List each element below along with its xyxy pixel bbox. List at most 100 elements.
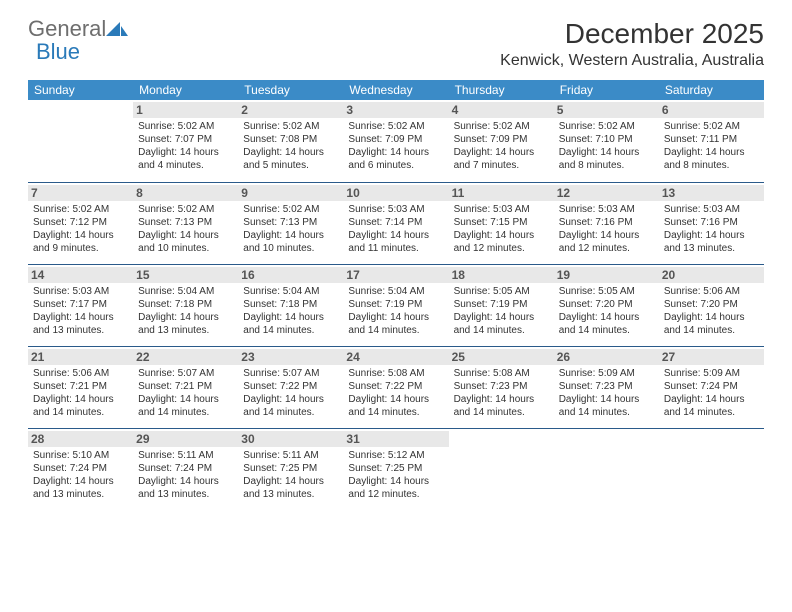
calendar-row: 7Sunrise: 5:02 AMSunset: 7:12 PMDaylight… xyxy=(28,182,764,264)
sunset-line: Sunset: 7:09 PM xyxy=(348,133,443,146)
sunrise-line: Sunrise: 5:02 AM xyxy=(33,203,128,216)
sunset-line: Sunset: 7:18 PM xyxy=(243,298,338,311)
calendar-body: 1Sunrise: 5:02 AMSunset: 7:07 PMDaylight… xyxy=(28,100,764,510)
sunset-line: Sunset: 7:24 PM xyxy=(664,380,759,393)
sunset-line: Sunset: 7:21 PM xyxy=(138,380,233,393)
sunrise-line: Sunrise: 5:08 AM xyxy=(454,367,549,380)
sunset-line: Sunset: 7:25 PM xyxy=(348,462,443,475)
sunset-line: Sunset: 7:07 PM xyxy=(138,133,233,146)
daylight-line: Daylight: 14 hours and 14 minutes. xyxy=(664,393,759,419)
weekday-header: Monday xyxy=(133,80,238,100)
weekday-header: Thursday xyxy=(449,80,554,100)
sunset-line: Sunset: 7:11 PM xyxy=(664,133,759,146)
day-number: 8 xyxy=(133,185,238,201)
daylight-line: Daylight: 14 hours and 13 minutes. xyxy=(33,311,128,337)
day-number: 3 xyxy=(343,102,448,118)
daylight-line: Daylight: 14 hours and 14 minutes. xyxy=(664,311,759,337)
calendar-row: 14Sunrise: 5:03 AMSunset: 7:17 PMDayligh… xyxy=(28,264,764,346)
daylight-line: Daylight: 14 hours and 14 minutes. xyxy=(33,393,128,419)
logo-text-block: General Blue xyxy=(28,18,128,64)
daylight-line: Daylight: 14 hours and 14 minutes. xyxy=(348,393,443,419)
calendar-table: Sunday Monday Tuesday Wednesday Thursday… xyxy=(28,80,764,510)
sunrise-line: Sunrise: 5:05 AM xyxy=(559,285,654,298)
daylight-line: Daylight: 14 hours and 14 minutes. xyxy=(138,393,233,419)
sunset-line: Sunset: 7:19 PM xyxy=(454,298,549,311)
day-number: 27 xyxy=(659,349,764,365)
sunset-line: Sunset: 7:16 PM xyxy=(664,216,759,229)
day-number: 22 xyxy=(133,349,238,365)
calendar-cell: 31Sunrise: 5:12 AMSunset: 7:25 PMDayligh… xyxy=(343,428,448,510)
sunrise-line: Sunrise: 5:12 AM xyxy=(348,449,443,462)
month-title: December 2025 xyxy=(500,18,764,50)
day-number: 19 xyxy=(554,267,659,283)
weekday-header: Friday xyxy=(554,80,659,100)
calendar-cell: 29Sunrise: 5:11 AMSunset: 7:24 PMDayligh… xyxy=(133,428,238,510)
location-text: Kenwick, Western Australia, Australia xyxy=(500,52,764,70)
sunrise-line: Sunrise: 5:04 AM xyxy=(243,285,338,298)
daylight-line: Daylight: 14 hours and 6 minutes. xyxy=(348,146,443,172)
calendar-cell: 12Sunrise: 5:03 AMSunset: 7:16 PMDayligh… xyxy=(554,182,659,264)
weekday-header: Saturday xyxy=(659,80,764,100)
day-number: 10 xyxy=(343,185,448,201)
day-number: 12 xyxy=(554,185,659,201)
day-number: 9 xyxy=(238,185,343,201)
daylight-line: Daylight: 14 hours and 5 minutes. xyxy=(243,146,338,172)
sunset-line: Sunset: 7:15 PM xyxy=(454,216,549,229)
sunrise-line: Sunrise: 5:11 AM xyxy=(243,449,338,462)
calendar-cell: 1Sunrise: 5:02 AMSunset: 7:07 PMDaylight… xyxy=(133,100,238,182)
sunset-line: Sunset: 7:24 PM xyxy=(33,462,128,475)
sunrise-line: Sunrise: 5:02 AM xyxy=(348,120,443,133)
calendar-cell: 5Sunrise: 5:02 AMSunset: 7:10 PMDaylight… xyxy=(554,100,659,182)
sunrise-line: Sunrise: 5:06 AM xyxy=(33,367,128,380)
calendar-row: 21Sunrise: 5:06 AMSunset: 7:21 PMDayligh… xyxy=(28,346,764,428)
sunrise-line: Sunrise: 5:10 AM xyxy=(33,449,128,462)
calendar-cell: 10Sunrise: 5:03 AMSunset: 7:14 PMDayligh… xyxy=(343,182,448,264)
sunset-line: Sunset: 7:09 PM xyxy=(454,133,549,146)
calendar-cell: 22Sunrise: 5:07 AMSunset: 7:21 PMDayligh… xyxy=(133,346,238,428)
day-number: 31 xyxy=(343,431,448,447)
calendar-cell: 4Sunrise: 5:02 AMSunset: 7:09 PMDaylight… xyxy=(449,100,554,182)
daylight-line: Daylight: 14 hours and 13 minutes. xyxy=(138,311,233,337)
sunrise-line: Sunrise: 5:11 AM xyxy=(138,449,233,462)
sunset-line: Sunset: 7:17 PM xyxy=(33,298,128,311)
calendar-cell: 18Sunrise: 5:05 AMSunset: 7:19 PMDayligh… xyxy=(449,264,554,346)
calendar-cell: 6Sunrise: 5:02 AMSunset: 7:11 PMDaylight… xyxy=(659,100,764,182)
daylight-line: Daylight: 14 hours and 14 minutes. xyxy=(243,311,338,337)
daylight-line: Daylight: 14 hours and 10 minutes. xyxy=(138,229,233,255)
daylight-line: Daylight: 14 hours and 14 minutes. xyxy=(243,393,338,419)
sunset-line: Sunset: 7:08 PM xyxy=(243,133,338,146)
calendar-page: General Blue December 2025 Kenwick, West… xyxy=(0,0,792,528)
daylight-line: Daylight: 14 hours and 13 minutes. xyxy=(664,229,759,255)
calendar-cell: 15Sunrise: 5:04 AMSunset: 7:18 PMDayligh… xyxy=(133,264,238,346)
logo: General Blue xyxy=(28,18,128,64)
daylight-line: Daylight: 14 hours and 12 minutes. xyxy=(559,229,654,255)
daylight-line: Daylight: 14 hours and 14 minutes. xyxy=(454,311,549,337)
daylight-line: Daylight: 14 hours and 4 minutes. xyxy=(138,146,233,172)
sunset-line: Sunset: 7:21 PM xyxy=(33,380,128,393)
sunrise-line: Sunrise: 5:03 AM xyxy=(559,203,654,216)
sunrise-line: Sunrise: 5:03 AM xyxy=(33,285,128,298)
daylight-line: Daylight: 14 hours and 7 minutes. xyxy=(454,146,549,172)
day-number: 5 xyxy=(554,102,659,118)
daylight-line: Daylight: 14 hours and 11 minutes. xyxy=(348,229,443,255)
sunrise-line: Sunrise: 5:08 AM xyxy=(348,367,443,380)
day-number: 26 xyxy=(554,349,659,365)
daylight-line: Daylight: 14 hours and 14 minutes. xyxy=(348,311,443,337)
day-number: 25 xyxy=(449,349,554,365)
daylight-line: Daylight: 14 hours and 14 minutes. xyxy=(559,311,654,337)
calendar-cell: 23Sunrise: 5:07 AMSunset: 7:22 PMDayligh… xyxy=(238,346,343,428)
daylight-line: Daylight: 14 hours and 13 minutes. xyxy=(33,475,128,501)
sunrise-line: Sunrise: 5:02 AM xyxy=(243,203,338,216)
weekday-header-row: Sunday Monday Tuesday Wednesday Thursday… xyxy=(28,80,764,100)
day-number: 7 xyxy=(28,185,133,201)
day-number: 29 xyxy=(133,431,238,447)
calendar-cell: 25Sunrise: 5:08 AMSunset: 7:23 PMDayligh… xyxy=(449,346,554,428)
sunset-line: Sunset: 7:24 PM xyxy=(138,462,233,475)
day-number: 28 xyxy=(28,431,133,447)
daylight-line: Daylight: 14 hours and 10 minutes. xyxy=(243,229,338,255)
day-number: 30 xyxy=(238,431,343,447)
day-number: 23 xyxy=(238,349,343,365)
calendar-cell xyxy=(28,100,133,182)
daylight-line: Daylight: 14 hours and 12 minutes. xyxy=(454,229,549,255)
calendar-cell: 21Sunrise: 5:06 AMSunset: 7:21 PMDayligh… xyxy=(28,346,133,428)
